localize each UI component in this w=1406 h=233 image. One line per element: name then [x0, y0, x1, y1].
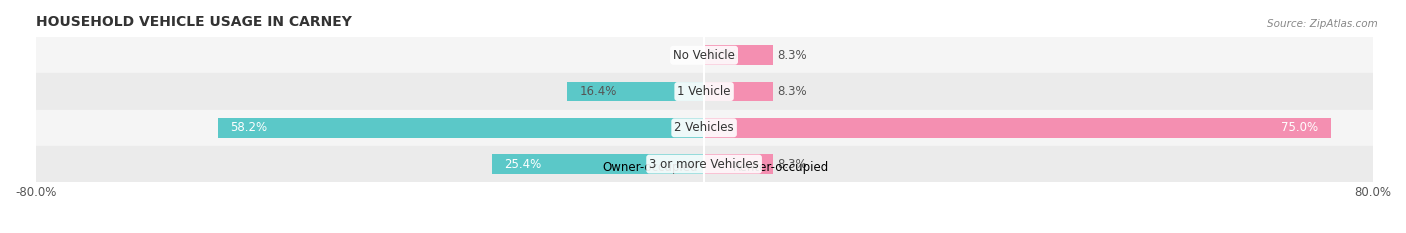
Bar	[567, 82, 704, 102]
Bar	[218, 118, 704, 138]
Bar	[35, 146, 1372, 182]
Text: 8.3%: 8.3%	[778, 49, 807, 62]
Text: 75.0%: 75.0%	[1281, 121, 1319, 134]
Text: 2 Vehicles: 2 Vehicles	[675, 121, 734, 134]
Text: 58.2%: 58.2%	[231, 121, 267, 134]
Text: 16.4%: 16.4%	[579, 85, 617, 98]
Bar	[35, 73, 1372, 110]
Bar	[35, 110, 1372, 146]
Bar	[35, 37, 1372, 73]
Legend: Owner-occupied, Renter-occupied: Owner-occupied, Renter-occupied	[574, 157, 834, 179]
Text: 25.4%: 25.4%	[505, 158, 541, 171]
Bar	[492, 154, 704, 174]
Text: No Vehicle: No Vehicle	[673, 49, 735, 62]
Text: 1 Vehicle: 1 Vehicle	[678, 85, 731, 98]
Text: 8.3%: 8.3%	[778, 85, 807, 98]
Text: Source: ZipAtlas.com: Source: ZipAtlas.com	[1267, 19, 1378, 29]
Bar	[704, 154, 773, 174]
Bar	[704, 118, 1330, 138]
Bar	[704, 82, 773, 102]
Text: HOUSEHOLD VEHICLE USAGE IN CARNEY: HOUSEHOLD VEHICLE USAGE IN CARNEY	[35, 15, 352, 29]
Text: 8.3%: 8.3%	[778, 158, 807, 171]
Text: 0.0%: 0.0%	[709, 49, 738, 62]
Text: 3 or more Vehicles: 3 or more Vehicles	[650, 158, 759, 171]
Bar	[704, 45, 773, 65]
